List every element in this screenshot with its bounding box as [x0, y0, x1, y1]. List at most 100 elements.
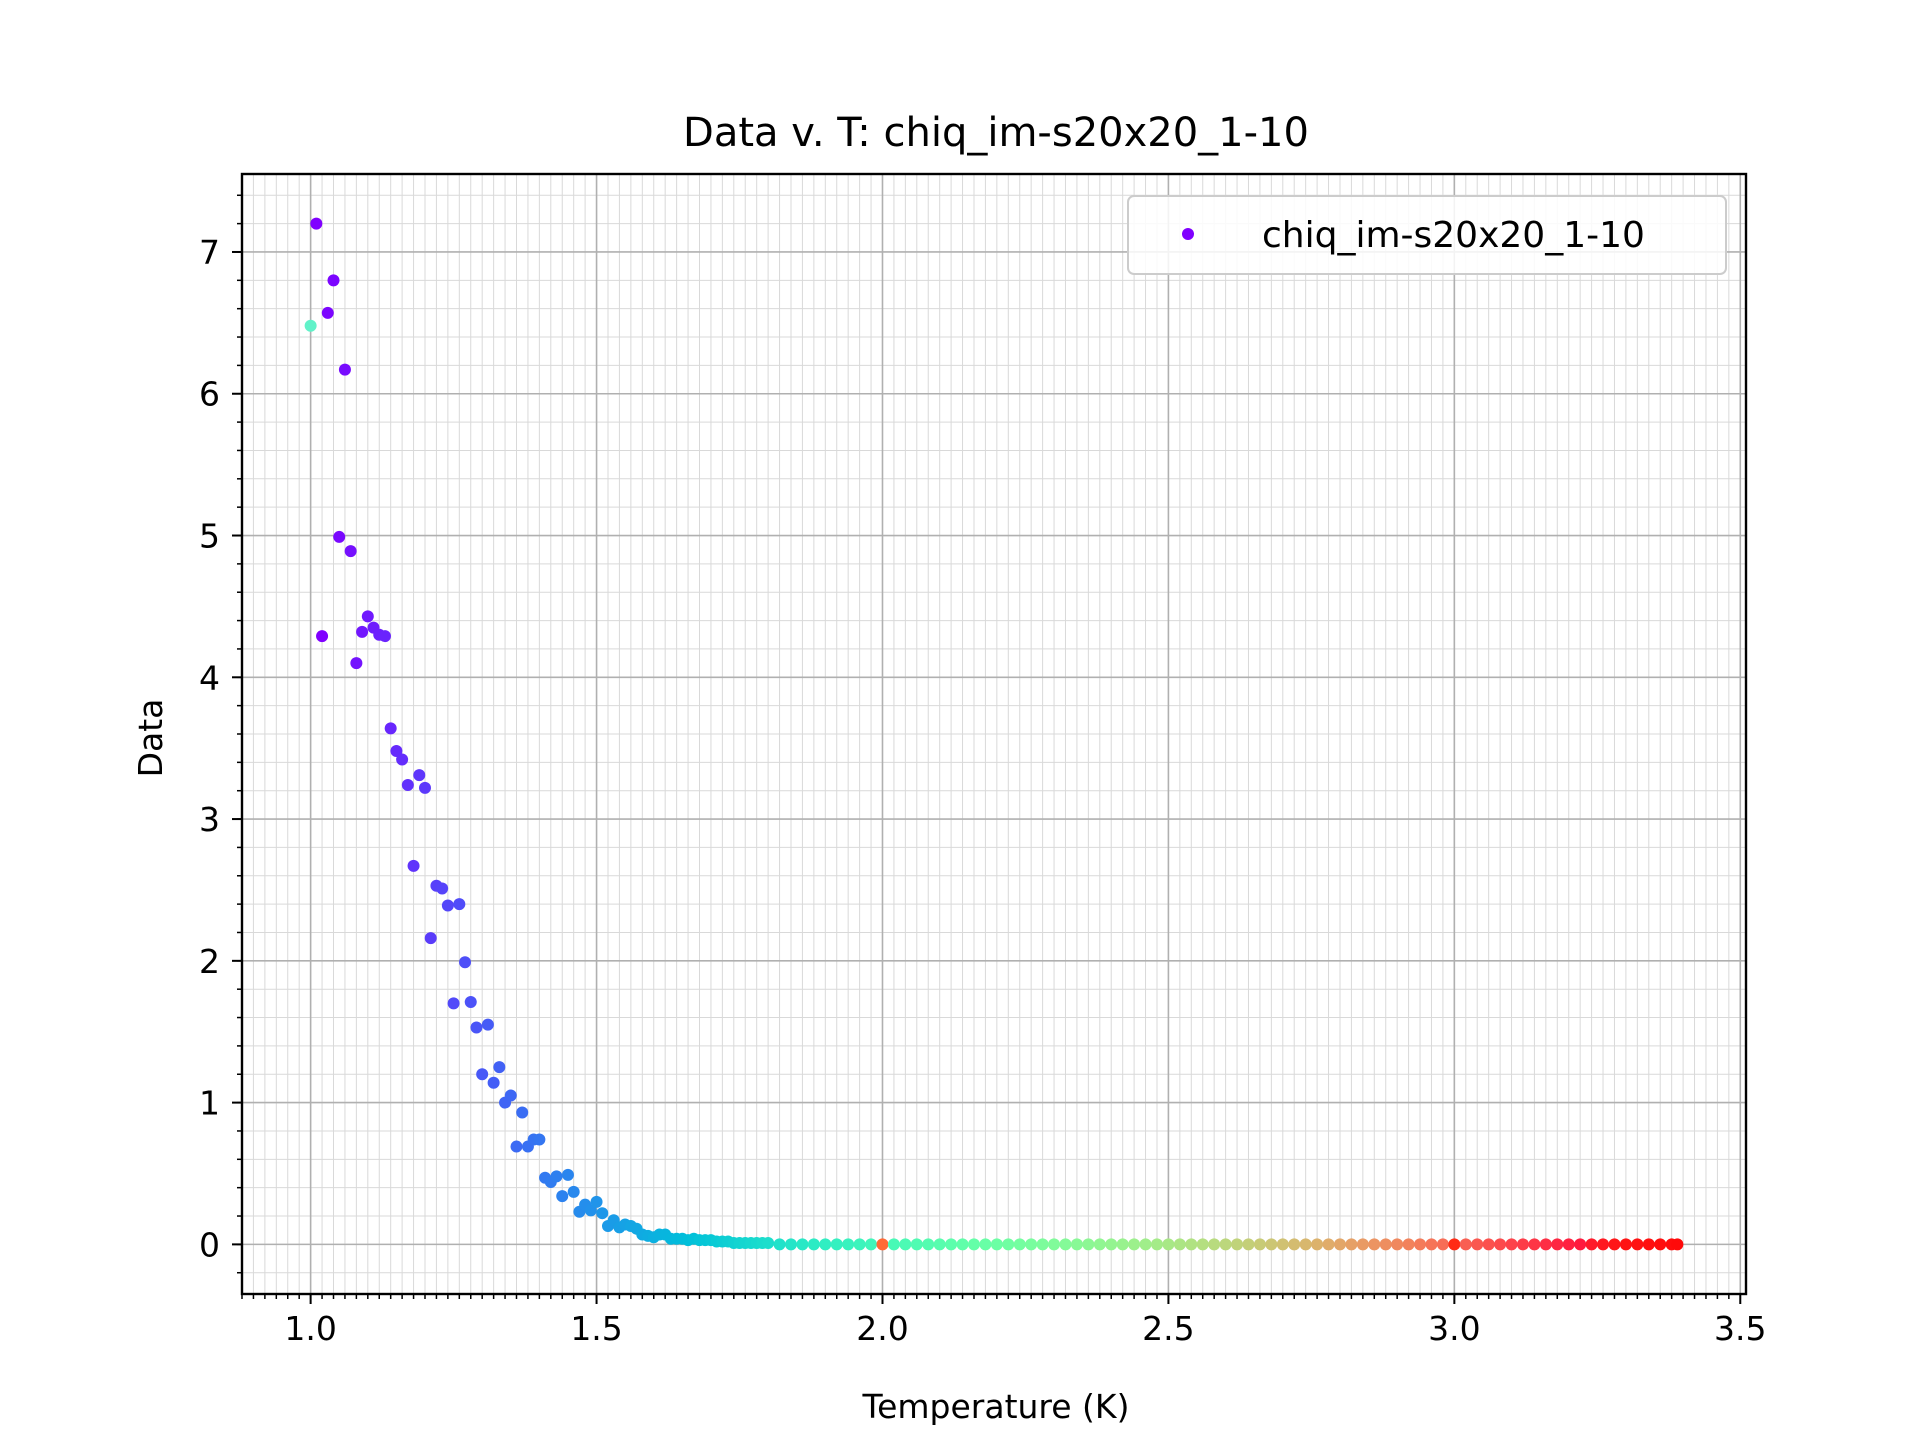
data-point — [1562, 1238, 1575, 1251]
data-point — [1036, 1238, 1049, 1251]
data-point — [584, 1204, 597, 1217]
data-point — [1093, 1238, 1106, 1251]
data-point — [424, 932, 437, 945]
data-point — [1597, 1238, 1610, 1251]
data-point — [413, 769, 426, 782]
data-point — [361, 610, 374, 623]
data-point — [1585, 1238, 1598, 1251]
data-point — [1242, 1238, 1255, 1251]
data-point — [476, 1068, 489, 1081]
y-tick-label: 1 — [199, 1084, 220, 1123]
data-point — [1631, 1238, 1644, 1251]
data-point — [933, 1238, 946, 1251]
tick-labels: 1.0 1.5 2.0 2.5 3.0 3.5 0 1 2 3 4 5 6 7 — [199, 233, 1767, 1348]
data-point — [1139, 1238, 1152, 1251]
data-point — [1173, 1238, 1186, 1251]
x-tick-label: 1.5 — [570, 1309, 622, 1348]
data-point — [796, 1238, 809, 1251]
y-tick-label: 5 — [199, 517, 220, 556]
data-point — [1402, 1238, 1415, 1251]
y-tick-label: 6 — [199, 375, 220, 414]
x-tick-label: 1.0 — [284, 1309, 336, 1348]
data-point — [481, 1018, 494, 1031]
data-point — [561, 1168, 574, 1181]
data-point — [1162, 1238, 1175, 1251]
y-tick-label: 7 — [199, 233, 220, 272]
x-axis-title: Temperature (K) — [862, 1387, 1130, 1426]
legend-label: chiq_im-s20x20_1-10 — [1262, 215, 1645, 256]
data-point — [441, 899, 454, 912]
data-point — [596, 1207, 609, 1220]
data-point — [516, 1106, 529, 1119]
y-tick-label: 2 — [199, 942, 220, 981]
data-point — [830, 1238, 843, 1251]
data-point — [1482, 1238, 1495, 1251]
data-point — [504, 1089, 517, 1102]
data-point — [1436, 1238, 1449, 1251]
data-point — [1619, 1238, 1632, 1251]
axis-ticks — [232, 194, 1742, 1304]
data-point — [321, 306, 334, 319]
data-point — [1494, 1238, 1507, 1251]
data-point — [887, 1238, 900, 1251]
data-point — [1253, 1238, 1266, 1251]
data-point — [493, 1061, 506, 1074]
data-point — [762, 1236, 775, 1249]
data-point — [1608, 1238, 1621, 1251]
data-point — [1276, 1238, 1289, 1251]
data-point — [842, 1238, 855, 1251]
data-point — [407, 859, 420, 872]
data-point — [1070, 1238, 1083, 1251]
data-point — [1208, 1238, 1221, 1251]
data-points — [304, 217, 1684, 1251]
data-point — [967, 1238, 980, 1251]
data-point — [1025, 1238, 1038, 1251]
data-point — [876, 1238, 889, 1251]
x-tick-label: 2.5 — [1142, 1309, 1194, 1348]
data-point — [384, 722, 397, 735]
data-point — [1311, 1238, 1324, 1251]
data-point — [807, 1238, 820, 1251]
minor-grid — [241, 174, 1746, 1294]
y-axis-title: Data — [131, 699, 170, 778]
data-point — [1002, 1238, 1015, 1251]
data-point — [1516, 1238, 1529, 1251]
data-point — [327, 274, 340, 287]
data-point — [447, 997, 460, 1010]
data-point — [1551, 1238, 1564, 1251]
data-point — [1333, 1238, 1346, 1251]
data-point — [453, 898, 466, 911]
data-point — [390, 745, 403, 758]
data-point — [487, 1076, 500, 1089]
data-point — [1505, 1238, 1518, 1251]
data-point — [1185, 1238, 1198, 1251]
data-point — [1448, 1238, 1461, 1251]
data-point — [1528, 1238, 1541, 1251]
data-point — [567, 1185, 580, 1198]
data-point — [853, 1238, 866, 1251]
data-point — [1368, 1238, 1381, 1251]
data-point — [1105, 1238, 1118, 1251]
data-point — [1574, 1238, 1587, 1251]
major-grid — [242, 174, 1746, 1294]
data-point — [350, 657, 363, 670]
x-tick-label: 3.0 — [1428, 1309, 1480, 1348]
x-tick-label: 2.0 — [856, 1309, 908, 1348]
data-point — [333, 530, 346, 543]
data-point — [1322, 1238, 1335, 1251]
data-point — [910, 1238, 923, 1251]
data-point — [464, 995, 477, 1008]
data-point — [1539, 1238, 1552, 1251]
data-point — [1345, 1238, 1358, 1251]
x-tick-label: 3.5 — [1714, 1309, 1766, 1348]
legend: chiq_im-s20x20_1-10 — [1127, 195, 1727, 275]
data-point — [1459, 1238, 1472, 1251]
data-point — [344, 545, 357, 558]
legend-marker — [1182, 228, 1194, 240]
data-point — [1059, 1238, 1072, 1251]
data-point — [1471, 1238, 1484, 1251]
data-point — [590, 1195, 603, 1208]
data-point — [470, 1021, 483, 1034]
data-point — [459, 956, 472, 969]
